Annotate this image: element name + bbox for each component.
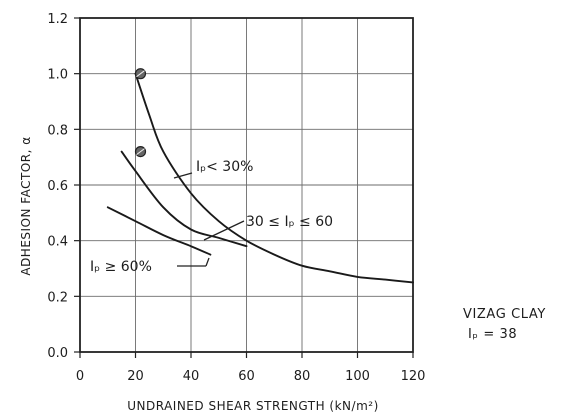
x-tick-label: 120: [401, 369, 426, 384]
x-tick-label: 20: [127, 369, 144, 384]
x-tick-label: 100: [345, 369, 370, 384]
annotation-ip-lt-30: Iₚ< 30%: [173, 159, 253, 179]
x-tick-label: 80: [294, 369, 311, 384]
y-tick-label: 0.8: [47, 123, 68, 138]
annotation-ip-ge-60: Iₚ ≥ 60%: [90, 257, 210, 275]
data-marker-hatch: [136, 148, 145, 156]
data-curves: [106, 72, 414, 284]
annotation-ip-ge-60-label: Iₚ ≥ 60%: [90, 259, 152, 275]
x-tick-label: 0: [76, 369, 84, 384]
y-axis-title: ADHESION FACTOR, α: [19, 136, 33, 275]
annotation-ip-30-60-label: 30 ≤ Iₚ ≤ 60: [246, 214, 333, 230]
chart-grid: [80, 18, 413, 352]
y-tick-label: 1.2: [47, 12, 68, 27]
y-tick-label: 0.4: [47, 235, 68, 250]
axis-ticks: 0 20 40 60 80 100 120 0.0 0.2 0.4 0.6 0.8 1.0 1.2: [47, 12, 425, 384]
series-curve-3: [106, 206, 212, 256]
side-note-line-2: Iₚ = 38: [468, 327, 517, 342]
data-marker-1: [134, 68, 147, 80]
annotation-ip-lt-30-label: Iₚ< 30%: [196, 159, 253, 175]
data-markers: [134, 68, 147, 158]
x-axis-title: UNDRAINED SHEAR STRENGTH (kN/m²): [127, 399, 379, 413]
x-tick-label: 40: [183, 369, 200, 384]
y-tick-label: 0.0: [47, 346, 68, 361]
series-curve-1: [134, 72, 414, 284]
x-tick-label: 60: [238, 369, 255, 384]
data-marker-hatch: [136, 70, 145, 78]
annotation-ip-30-60: 30 ≤ Iₚ ≤ 60: [203, 214, 333, 241]
y-tick-label: 1.0: [47, 68, 68, 83]
series-curve-2: [120, 150, 248, 248]
side-note-line-1: VIZAG CLAY: [463, 307, 546, 322]
y-tick-label: 0.2: [47, 290, 68, 305]
data-marker-2: [134, 146, 147, 158]
y-tick-label: 0.6: [47, 179, 68, 194]
